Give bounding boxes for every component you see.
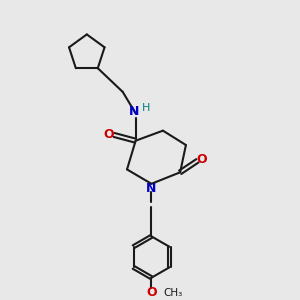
Text: O: O — [196, 153, 207, 166]
Text: H: H — [142, 103, 151, 113]
Text: N: N — [146, 182, 157, 196]
Text: O: O — [103, 128, 114, 141]
Text: N: N — [129, 106, 140, 118]
Text: CH₃: CH₃ — [164, 288, 183, 298]
Text: O: O — [146, 286, 157, 299]
